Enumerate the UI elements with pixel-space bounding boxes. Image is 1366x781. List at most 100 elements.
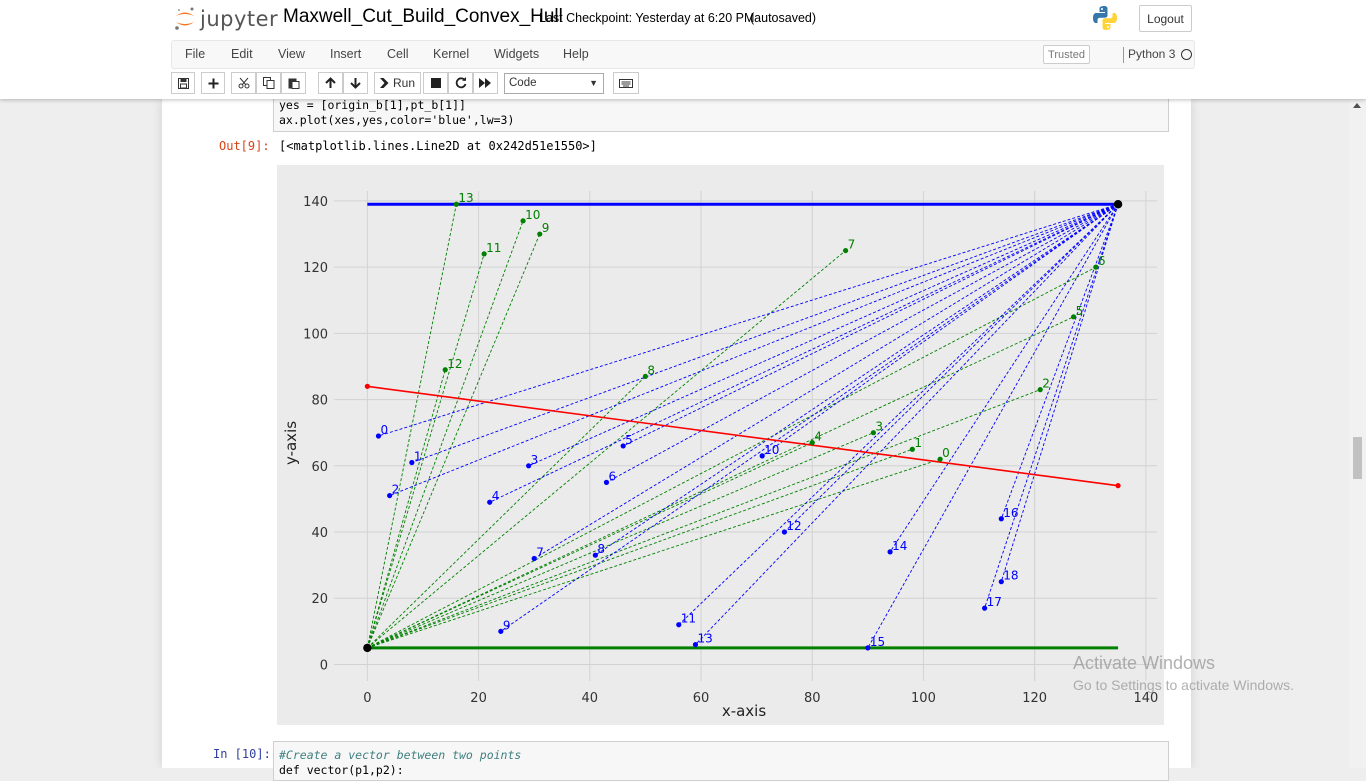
code-cell-10-input[interactable]: #Create a vector between two points def … <box>273 741 1169 781</box>
save-button[interactable] <box>171 72 195 94</box>
figure-background <box>277 165 1164 725</box>
menu-kernel[interactable]: Kernel <box>433 47 470 61</box>
code-cell-9-input[interactable]: yes = [origin_b[1],pt_b[1]] ax.plot(xes,… <box>273 96 1169 132</box>
paste-button[interactable] <box>281 72 306 94</box>
green-point <box>442 367 448 373</box>
green-point <box>537 231 543 237</box>
stop-icon <box>430 78 441 88</box>
green-point <box>909 446 915 452</box>
chevron-down-icon: ▼ <box>589 78 598 88</box>
green-point <box>842 247 849 254</box>
scroll-up-icon[interactable] <box>1353 103 1361 108</box>
blue-point-label: 1 <box>414 449 422 463</box>
blue-point <box>998 579 1004 585</box>
green-point <box>1093 264 1099 270</box>
run-button[interactable]: Run <box>374 72 421 94</box>
blue-point <box>498 628 504 634</box>
blue-dashed-line <box>889 203 1119 553</box>
blue-point-label: 17 <box>987 595 1002 609</box>
blue-dashed-line <box>528 203 1119 467</box>
code-line: def vector(p1,p2): <box>279 763 404 777</box>
scrollbar-thumb[interactable] <box>1353 437 1362 479</box>
blue-point <box>982 605 988 611</box>
interrupt-button[interactable] <box>423 72 448 94</box>
fast-forward-icon <box>479 78 491 88</box>
menu-insert[interactable]: Insert <box>330 47 362 61</box>
copy-button[interactable] <box>256 72 281 94</box>
blue-dashed-line <box>984 204 1119 609</box>
menu-help[interactable]: Help <box>563 47 589 61</box>
toolbar: Run Code ▼ <box>171 72 1195 96</box>
blue-dashed-line <box>500 203 1119 632</box>
green-point <box>453 201 459 207</box>
plus-icon <box>208 78 218 88</box>
y-tick-label: 100 <box>303 327 328 342</box>
blue-point <box>409 459 415 466</box>
red-line-endpoint <box>364 383 370 389</box>
logout-button[interactable]: Logout <box>1139 5 1192 32</box>
y-axis-label: y-axis <box>282 421 300 465</box>
red-separator-line <box>367 385 1119 487</box>
x-tick-label: 20 <box>470 691 487 706</box>
blue-point-label: 13 <box>697 632 712 646</box>
cell-type-select[interactable]: Code ▼ <box>504 73 604 94</box>
blue-point-label: 4 <box>492 489 500 503</box>
blue-point <box>375 433 382 439</box>
blue-dashed-line <box>622 203 1119 447</box>
plot-grid <box>334 191 1157 681</box>
blue-point <box>531 555 537 562</box>
green-point <box>870 430 876 436</box>
blue-point <box>781 529 788 535</box>
run-icon <box>379 78 389 88</box>
blue-point <box>998 516 1004 522</box>
kernel-idle-indicator-icon <box>1181 49 1192 60</box>
green-point-label: 1 <box>914 436 922 450</box>
run-all-button[interactable] <box>473 72 498 94</box>
kernel-separator <box>1123 47 1124 63</box>
y-tick-label: 20 <box>311 592 328 607</box>
green-point-label: 7 <box>848 238 856 252</box>
green-point <box>937 456 943 462</box>
blue-dashed-line <box>1000 204 1119 582</box>
jupyter-logo-icon <box>175 7 194 30</box>
vertical-scrollbar[interactable] <box>1349 99 1366 768</box>
keyboard-icon <box>619 78 633 88</box>
insert-cell-button[interactable] <box>201 72 225 94</box>
blue-point-label: 0 <box>380 423 388 437</box>
blue-point <box>487 499 493 505</box>
trusted-badge[interactable]: Trusted <box>1043 45 1090 64</box>
menu-edit[interactable]: Edit <box>231 47 253 61</box>
cut-button[interactable] <box>231 72 256 94</box>
y-tick-label: 140 <box>303 195 328 210</box>
blue-point-label: 14 <box>892 539 907 553</box>
blue-point-label: 10 <box>764 443 779 457</box>
move-up-button[interactable] <box>318 72 343 94</box>
green-dashed-line <box>367 442 813 649</box>
blue-dashed-line <box>533 203 1119 559</box>
command-palette-button[interactable] <box>613 72 639 94</box>
menu-view[interactable]: View <box>278 47 305 61</box>
move-down-button[interactable] <box>343 72 368 94</box>
notebook-title[interactable]: Maxwell_Cut_Build_Convex_Hull <box>283 6 563 27</box>
menu-file[interactable]: File <box>185 47 206 61</box>
blue-point <box>526 463 532 469</box>
green-dashed-line <box>366 253 485 649</box>
autosave-status: (autosaved) <box>750 11 817 25</box>
jupyter-logo[interactable]: jupyter <box>174 5 278 33</box>
code-line: ax.plot(xes,yes,color='blue',lw=3) <box>279 113 515 127</box>
notebook-header: jupyter Maxwell_Cut_Build_Convex_Hull La… <box>0 0 1366 99</box>
menu-cell[interactable]: Cell <box>387 47 409 61</box>
blue-point-label: 7 <box>536 546 544 560</box>
green-point-label: 10 <box>525 208 540 222</box>
blue-dashed-line <box>489 203 1119 503</box>
menu-widgets[interactable]: Widgets <box>494 47 540 61</box>
blue-dashed-line <box>695 203 1119 645</box>
restart-button[interactable] <box>448 72 473 94</box>
green-dashed-line <box>366 220 524 649</box>
green-point-label: 2 <box>1042 377 1050 391</box>
green-point-label: 3 <box>875 420 883 434</box>
python-logo-icon <box>1091 4 1119 35</box>
blue-point <box>620 443 626 449</box>
